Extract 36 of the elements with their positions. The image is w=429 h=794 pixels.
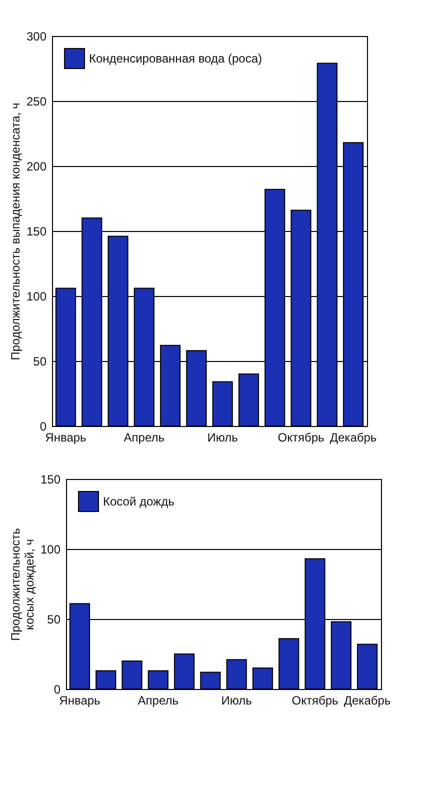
x-tick-label: Декабрь (344, 694, 391, 708)
x-tick-label: Июль (221, 694, 252, 708)
bar (226, 659, 247, 690)
y-axis-title: Продолжительность выпадения конденсата, ч (8, 102, 22, 360)
legend-label: Косой дождь (103, 494, 174, 508)
y-tick-label: 100 (40, 542, 61, 556)
x-tick-label: Январь (45, 430, 86, 444)
bar (252, 668, 274, 690)
x-tick-label: Октябрь (278, 430, 324, 444)
y-tick-label: 250 (26, 94, 47, 108)
bar (356, 644, 378, 690)
bar (148, 670, 168, 690)
bar (212, 381, 233, 426)
bar (238, 374, 260, 426)
bar (122, 660, 142, 690)
y-tick-label: 200 (26, 160, 47, 174)
x-tick-label: Июль (207, 430, 238, 444)
x-tick-label: Октябрь (292, 694, 338, 708)
bar (200, 672, 221, 690)
x-tick-label: Декабрь (330, 430, 377, 444)
y-tick-label: 150 (40, 472, 61, 486)
x-tick-label: Апрель (124, 430, 165, 444)
legend-label: Конденсированная вода (роса) (89, 52, 262, 66)
bar (278, 638, 300, 690)
y-tick-label: 150 (26, 224, 47, 238)
bar (174, 654, 195, 690)
y-tick-label: 100 (26, 290, 47, 304)
y-tick-label: 0 (40, 420, 47, 434)
y-tick-label: 50 (47, 612, 61, 626)
x-tick-label: Апрель (138, 694, 179, 708)
y-tick-label: 50 (33, 354, 47, 368)
y-tick-label: 300 (26, 30, 47, 44)
bar (96, 670, 116, 690)
y-tick-label: 0 (54, 682, 61, 696)
x-tick-label: Январь (59, 694, 100, 708)
y-axis-title: Продолжительность косых дождей, ч (8, 528, 36, 641)
